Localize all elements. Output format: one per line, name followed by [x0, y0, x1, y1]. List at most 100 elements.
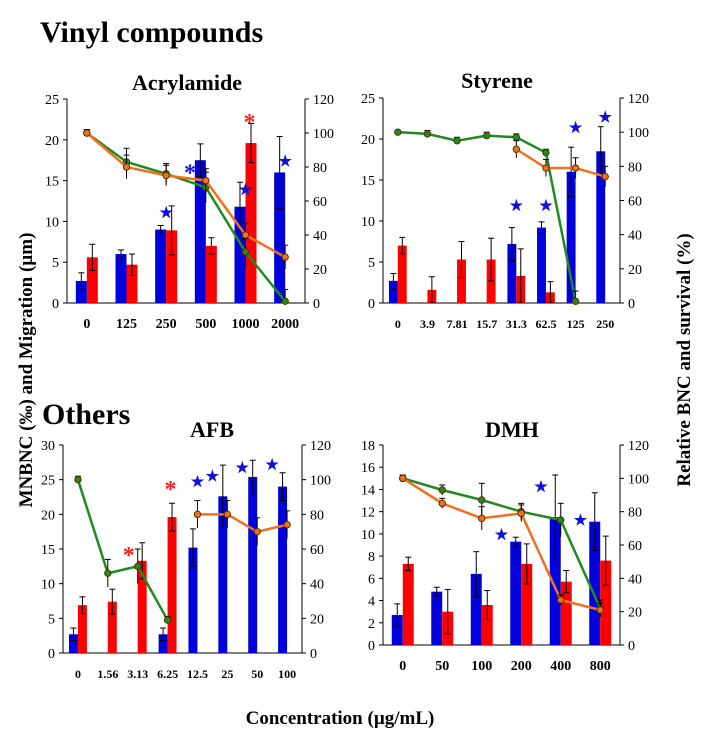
x-tick-label: 0 — [83, 317, 90, 332]
y-tick-label-right: 100 — [628, 472, 649, 487]
x-tick-label: 100 — [278, 667, 296, 681]
migration-bar — [600, 560, 612, 645]
y-tick-label-left: 20 — [45, 134, 59, 149]
bnc-bar — [158, 634, 168, 653]
green-point — [423, 130, 432, 138]
bnc-bar — [234, 206, 246, 303]
y-tick-label-right: 80 — [628, 160, 642, 175]
bnc-bar — [388, 280, 398, 303]
x-tick-label: 50 — [435, 659, 449, 674]
chart-title: DMH — [485, 417, 539, 442]
x-tick-label: 250 — [596, 317, 614, 331]
significance-star: ★ — [495, 527, 509, 543]
migration-bar — [205, 245, 217, 303]
x-tick-label: 12.5 — [187, 667, 208, 681]
x-tick-label: 125 — [116, 317, 137, 332]
y-tick-label-right: 20 — [310, 612, 324, 627]
y-tick-label-right: 20 — [313, 263, 327, 278]
green-point — [453, 137, 461, 145]
bnc-bar — [549, 517, 561, 645]
y-tick-label-right: 40 — [628, 572, 642, 587]
significance-star: ★ — [191, 475, 205, 491]
green-line — [76, 479, 169, 621]
y-axis-label-right: Relative BNC and survival (%) — [674, 233, 695, 486]
orange-point — [122, 163, 131, 171]
green-point — [571, 297, 580, 305]
green-point — [512, 133, 521, 141]
y-tick-label-right: 120 — [310, 439, 331, 454]
x-tick-label: 15.7 — [476, 317, 497, 331]
section-title-others: Others — [42, 398, 130, 431]
orange-line — [402, 477, 601, 612]
migration-bar — [560, 581, 572, 645]
green-point — [74, 475, 82, 484]
migration-bar — [126, 264, 138, 303]
y-tick-label-left: 10 — [45, 215, 59, 230]
significance-star: ★ — [236, 461, 250, 477]
y-tick-label-right: 80 — [628, 506, 642, 521]
x-tick-label: 0 — [395, 317, 401, 331]
significance-star: ★ — [206, 469, 220, 485]
y-tick-label-left: 12 — [361, 506, 375, 521]
x-tick-label: 7.81 — [447, 317, 468, 331]
migration-bar — [402, 563, 414, 645]
x-tick-label: 250 — [156, 317, 177, 332]
green-point — [482, 131, 491, 140]
migration-bar — [521, 563, 533, 645]
migration-bar — [166, 230, 178, 303]
significance-star: ★ — [265, 457, 279, 473]
y-tick-label-left: 5 — [368, 256, 375, 271]
x-tick-label: 62.5 — [535, 317, 556, 331]
green-point — [281, 297, 289, 305]
x-tick-label: 2000 — [271, 317, 299, 332]
y-tick-label-right: 120 — [313, 93, 334, 108]
x-tick-label: 1000 — [232, 317, 260, 332]
y-tick-label-right: 0 — [310, 647, 317, 662]
migration-bar — [77, 605, 87, 653]
green-point — [133, 562, 142, 571]
orange-point — [399, 474, 407, 483]
y-tick-label-left: 25 — [361, 92, 375, 107]
x-tick-label: 50 — [251, 667, 263, 681]
migration-bar — [245, 143, 257, 303]
y-tick-label-left: 14 — [361, 483, 375, 498]
y-tick-label-left: 20 — [41, 508, 55, 523]
green-line — [86, 131, 287, 303]
y-tick-label-left: 10 — [361, 528, 375, 543]
orange-point — [281, 253, 289, 261]
y-tick-label-right: 40 — [310, 578, 324, 593]
y-tick-label-left: 18 — [361, 439, 375, 454]
y-axis-label-left: MNBNC (‰) and Migration (µm) — [16, 233, 37, 508]
orange-point — [193, 510, 202, 519]
y-tick-label-left: 0 — [368, 639, 375, 654]
migration-bar — [457, 259, 466, 303]
bnc-bar — [68, 634, 78, 653]
y-tick-label-left: 10 — [41, 578, 55, 593]
y-tick-label-right: 20 — [628, 606, 642, 621]
y-tick-label-right: 120 — [628, 439, 649, 454]
y-tick-label-right: 120 — [628, 92, 649, 107]
y-tick-label-right: 100 — [310, 474, 331, 489]
x-tick-label: 25 — [221, 667, 233, 681]
panel-afb: AFB 0 5 10 15 20 25 30 0 20 40 60 80 100 120 0 1.56 3.13 6… — [41, 417, 331, 681]
y-tick-label-right: 100 — [628, 126, 649, 141]
bnc-bar — [194, 160, 206, 303]
migration-bar — [86, 257, 98, 303]
orange-point — [162, 171, 170, 180]
orange-point — [83, 129, 91, 137]
orange-point — [202, 176, 210, 185]
y-tick-label-left: 2 — [368, 617, 375, 632]
bnc-bar — [391, 615, 403, 645]
bnc-bar — [274, 172, 286, 303]
x-tick-label: 100 — [471, 659, 492, 674]
y-tick-label-left: 6 — [368, 572, 375, 587]
orange-point — [241, 231, 250, 239]
y-tick-label-left: 0 — [48, 647, 55, 662]
migration-bar — [137, 560, 147, 653]
y-tick-label-right: 60 — [310, 543, 324, 558]
migration-bar — [167, 517, 177, 653]
bnc-bar — [507, 243, 517, 303]
x-tick-label: 500 — [195, 317, 216, 332]
y-tick-label-right: 0 — [628, 639, 635, 654]
